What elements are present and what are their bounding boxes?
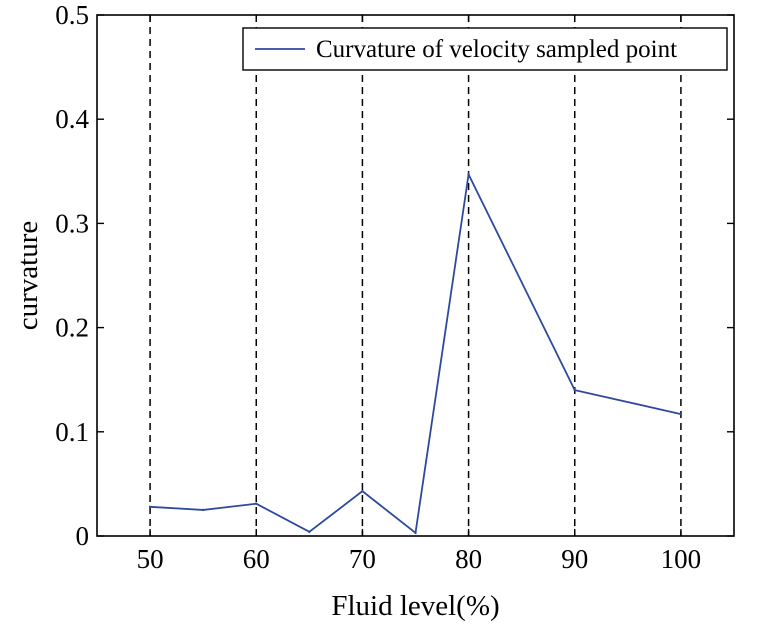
data-point: [679, 412, 683, 416]
x-axis-label: Fluid level(%): [331, 590, 499, 622]
legend-entry-label: Curvature of velocity sampled point: [316, 36, 677, 63]
data-point: [308, 530, 311, 534]
y-tick-label: 0: [76, 521, 90, 551]
legend: Curvature of velocity sampled point: [242, 27, 728, 71]
x-tick-label: 100: [661, 544, 702, 574]
series-layer: [148, 171, 683, 535]
data-point: [361, 489, 364, 493]
y-tick-label: 0.1: [55, 417, 89, 447]
data-point: [148, 505, 152, 509]
series-line-0: [150, 171, 682, 535]
data-point: [201, 508, 205, 512]
y-axis-label: curvature: [12, 221, 44, 331]
x-tick-label: 90: [561, 544, 588, 574]
y-tick-label: 0.2: [55, 313, 89, 343]
x-tick-labels: 50 60 70 80 90 100: [137, 544, 702, 574]
x-tick-label: 80: [455, 544, 482, 574]
data-point: [467, 173, 470, 176]
x-tick-label: 70: [349, 544, 376, 574]
x-tick-label: 60: [243, 544, 270, 574]
y-tick-labels: 0 0.1 0.2 0.3 0.4 0.5: [55, 0, 89, 551]
reference-lines: [149, 15, 682, 536]
data-point: [573, 388, 576, 392]
y-tick-label: 0.4: [55, 104, 89, 134]
data-point: [414, 531, 417, 535]
plot-frame: [96, 14, 735, 537]
data-point: [255, 502, 258, 505]
axis-ticks: [97, 14, 734, 537]
y-tick-label: 0.5: [55, 0, 89, 30]
legend-box: [242, 27, 728, 71]
x-tick-label: 50: [137, 544, 164, 574]
y-tick-label: 0.3: [55, 208, 89, 238]
